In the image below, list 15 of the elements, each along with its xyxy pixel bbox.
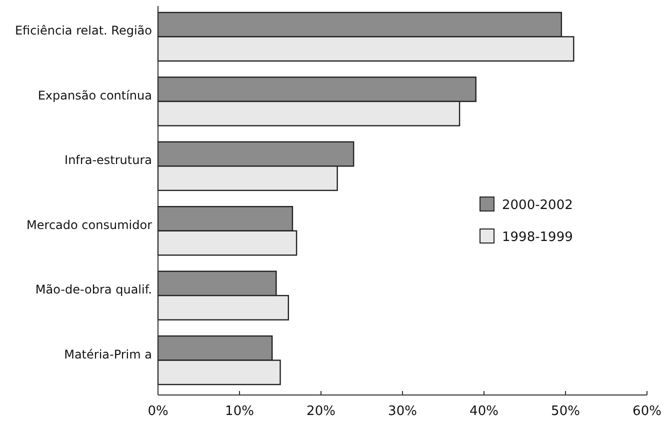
x-tick-label: 10% [225,404,254,419]
x-tick-label: 20% [306,404,336,419]
x-tick-label: 40% [470,404,498,419]
legend-label: 1998-1999 [502,230,573,245]
y-tick-label: Mercado consumidor [26,218,152,232]
y-tick-label: Eficiência relat. Região [14,24,152,38]
legend-label: 2000-2002 [502,198,573,213]
x-tick-label: 60% [632,404,662,419]
y-tick-label: Infra-estrutura [64,153,152,168]
x-tick-label: 30% [388,404,417,419]
x-tick-label: 0% [148,404,168,419]
y-tick-label: Matéria-Prim a [64,347,152,362]
x-tick-label: 50% [551,404,580,419]
y-tick-label: Mão-de-obra qualif. [35,282,152,297]
y-tick-label: Expansão contínua [38,88,152,102]
